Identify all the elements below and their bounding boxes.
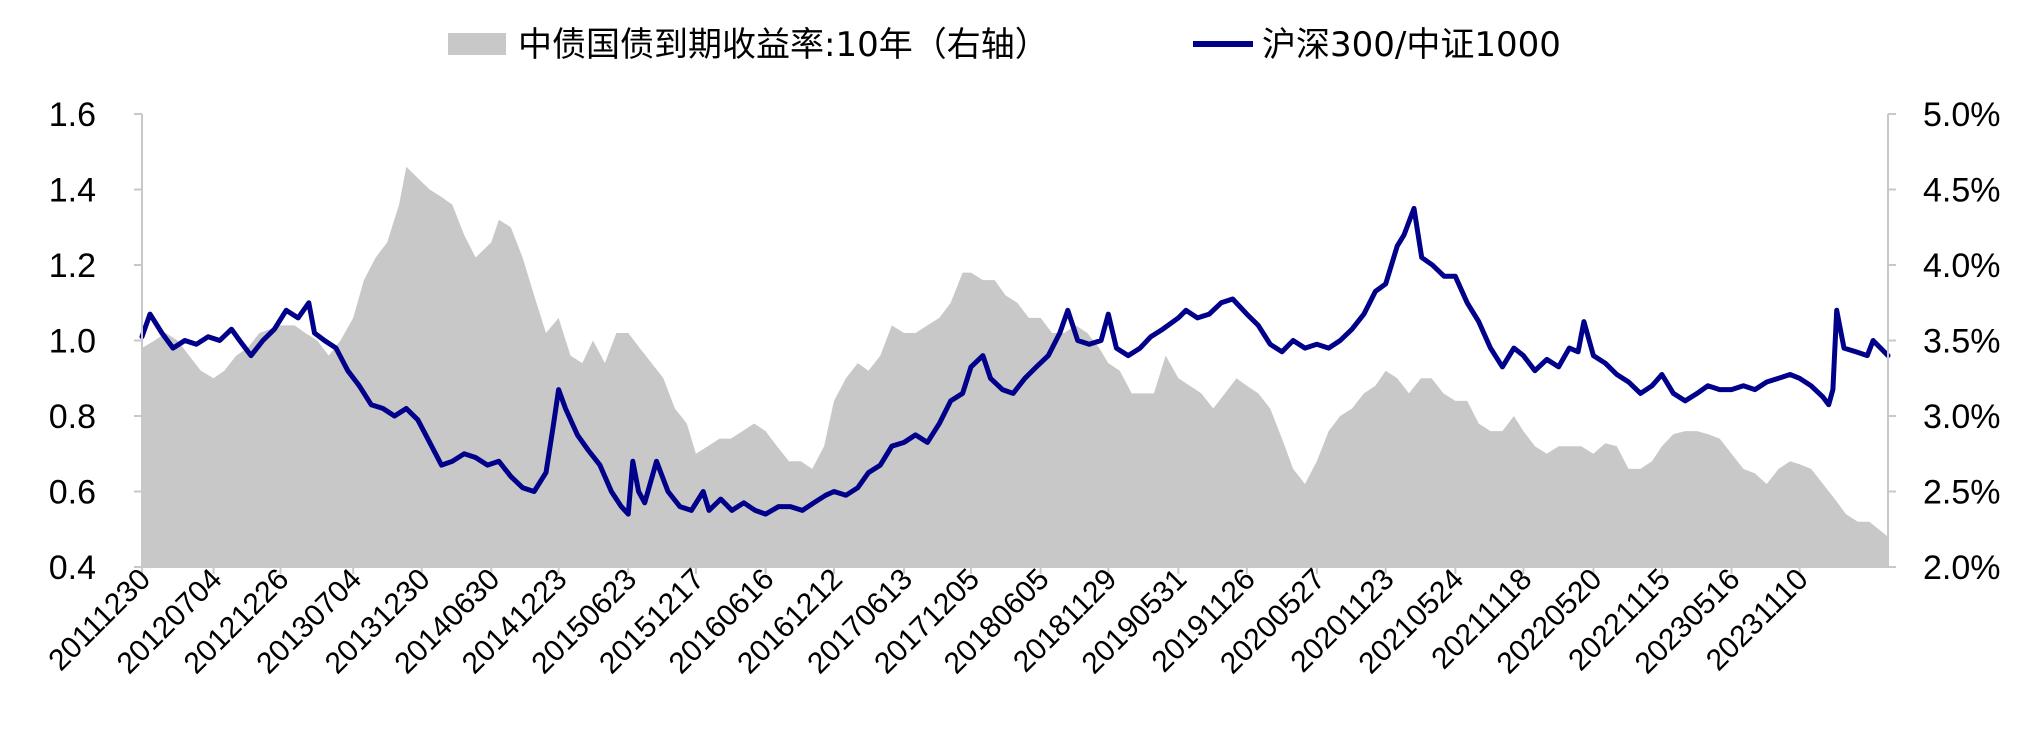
legend-label-line: 沪深300/中证1000 <box>1262 25 1561 65</box>
ratio-line-series <box>139 205 1891 517</box>
legend: 中债国债到期收益率:10年（右轴） 沪深300/中证1000 <box>448 25 1561 65</box>
left-tick-label: 1.6 <box>49 96 96 134</box>
left-axis-ticks: 1.6 1.4 1.2 1.0 0.8 0.6 0.4 <box>49 96 142 587</box>
left-tick-label: 0.8 <box>49 398 96 436</box>
left-tick-label: 1.0 <box>49 323 96 361</box>
left-tick-label: 1.4 <box>49 172 96 210</box>
legend-label-area: 中债国债到期收益率:10年（右轴） <box>518 25 1049 65</box>
ratio-line <box>139 205 1891 517</box>
yield-area-series <box>142 166 1888 568</box>
right-tick-label: 3.5% <box>1923 323 2001 361</box>
right-tick-label: 3.0% <box>1923 398 2001 436</box>
left-tick-label: 1.2 <box>49 247 96 285</box>
x-axis-ticks: 2011123020120704201212262013070420131230… <box>42 563 1814 681</box>
right-tick-label: 4.5% <box>1923 172 2001 210</box>
left-tick-label: 0.4 <box>49 549 96 587</box>
right-tick-label: 5.0% <box>1923 96 2001 134</box>
legend-swatch-area <box>448 33 506 55</box>
right-tick-label: 4.0% <box>1923 247 2001 285</box>
right-tick-label: 2.0% <box>1923 549 2001 587</box>
right-tick-label: 2.5% <box>1923 474 2001 512</box>
right-axis-ticks: 5.0% 4.5% 4.0% 3.5% 3.0% 2.5% 2.0% <box>1888 96 2001 587</box>
yield-area <box>142 166 1888 568</box>
left-tick-label: 0.6 <box>49 474 96 512</box>
